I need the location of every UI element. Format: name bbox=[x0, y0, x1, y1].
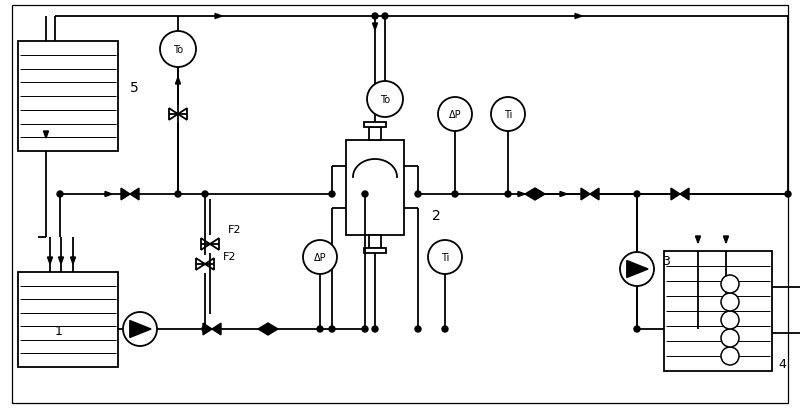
Polygon shape bbox=[590, 189, 599, 200]
Text: F2: F2 bbox=[223, 252, 237, 261]
Polygon shape bbox=[627, 261, 648, 278]
Text: 5: 5 bbox=[130, 80, 138, 94]
Polygon shape bbox=[723, 236, 729, 243]
Circle shape bbox=[382, 14, 388, 20]
Polygon shape bbox=[43, 132, 49, 139]
Bar bbox=[18, 42, 118, 152]
Circle shape bbox=[491, 98, 525, 132]
Circle shape bbox=[57, 191, 63, 198]
Circle shape bbox=[372, 14, 378, 20]
Bar bbox=[664, 252, 772, 371]
Polygon shape bbox=[196, 258, 205, 270]
Polygon shape bbox=[175, 78, 181, 85]
Polygon shape bbox=[169, 109, 178, 121]
Polygon shape bbox=[695, 236, 701, 243]
Polygon shape bbox=[581, 189, 590, 200]
Polygon shape bbox=[680, 189, 689, 200]
Circle shape bbox=[202, 191, 208, 198]
Text: Ti: Ti bbox=[441, 252, 449, 262]
Polygon shape bbox=[210, 238, 219, 250]
Polygon shape bbox=[373, 24, 378, 31]
Bar bbox=[346, 140, 404, 235]
Circle shape bbox=[415, 191, 421, 198]
Bar bbox=[18, 272, 118, 367]
Circle shape bbox=[452, 191, 458, 198]
Circle shape bbox=[721, 347, 739, 365]
Circle shape bbox=[303, 240, 337, 274]
Circle shape bbox=[367, 82, 403, 118]
Polygon shape bbox=[212, 324, 221, 335]
Circle shape bbox=[721, 293, 739, 311]
Polygon shape bbox=[70, 257, 75, 264]
Polygon shape bbox=[258, 323, 278, 335]
Polygon shape bbox=[178, 109, 187, 121]
Circle shape bbox=[428, 240, 462, 274]
Circle shape bbox=[317, 326, 323, 332]
Text: 3: 3 bbox=[662, 254, 670, 267]
Circle shape bbox=[123, 312, 157, 346]
Circle shape bbox=[620, 252, 654, 286]
Polygon shape bbox=[130, 321, 151, 338]
Text: To: To bbox=[380, 95, 390, 105]
Circle shape bbox=[175, 191, 181, 198]
Polygon shape bbox=[575, 14, 582, 20]
Bar bbox=[364, 248, 386, 253]
Text: ΔP: ΔP bbox=[314, 252, 326, 262]
Polygon shape bbox=[47, 257, 53, 264]
Polygon shape bbox=[525, 189, 545, 200]
Circle shape bbox=[505, 191, 511, 198]
Text: 1: 1 bbox=[55, 324, 63, 337]
Text: F2: F2 bbox=[228, 225, 242, 234]
Circle shape bbox=[721, 329, 739, 347]
Polygon shape bbox=[518, 192, 525, 197]
Polygon shape bbox=[205, 258, 214, 270]
Text: 2: 2 bbox=[432, 209, 441, 222]
Circle shape bbox=[160, 32, 196, 68]
Text: ΔP: ΔP bbox=[449, 110, 462, 120]
Polygon shape bbox=[560, 192, 567, 197]
Polygon shape bbox=[215, 14, 222, 20]
Polygon shape bbox=[121, 189, 130, 200]
Circle shape bbox=[415, 326, 421, 332]
Polygon shape bbox=[58, 257, 63, 264]
Circle shape bbox=[202, 326, 208, 332]
Polygon shape bbox=[671, 189, 680, 200]
Circle shape bbox=[438, 98, 472, 132]
Circle shape bbox=[442, 326, 448, 332]
Polygon shape bbox=[105, 192, 112, 197]
Text: 4: 4 bbox=[778, 357, 786, 370]
Polygon shape bbox=[201, 238, 210, 250]
Circle shape bbox=[634, 191, 640, 198]
Circle shape bbox=[721, 275, 739, 293]
Circle shape bbox=[634, 326, 640, 332]
Bar bbox=[369, 127, 381, 140]
Polygon shape bbox=[203, 324, 212, 335]
Circle shape bbox=[362, 191, 368, 198]
Text: To: To bbox=[173, 45, 183, 55]
Circle shape bbox=[362, 326, 368, 332]
Polygon shape bbox=[130, 189, 139, 200]
Circle shape bbox=[721, 311, 739, 329]
Circle shape bbox=[329, 191, 335, 198]
Circle shape bbox=[785, 191, 791, 198]
Bar bbox=[364, 122, 386, 127]
Circle shape bbox=[372, 326, 378, 332]
Bar bbox=[369, 235, 381, 248]
Circle shape bbox=[329, 326, 335, 332]
Text: Ti: Ti bbox=[504, 110, 512, 120]
